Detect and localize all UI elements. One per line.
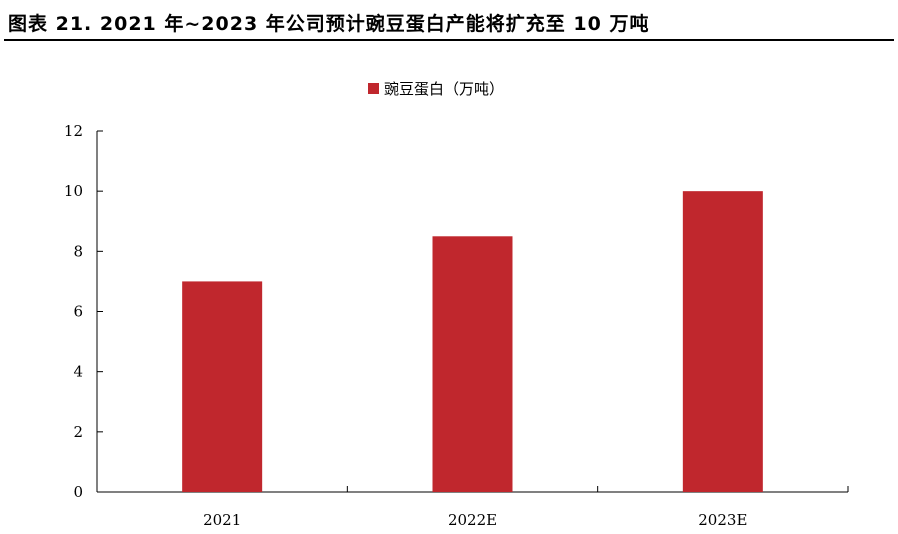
title-divider	[4, 39, 894, 41]
figure-title: 图表 21. 2021 年~2023 年公司预计豌豆蛋白产能将扩充至 10 万吨	[8, 13, 650, 35]
y-tick-label: 12	[64, 122, 83, 140]
y-tick-label: 8	[73, 242, 83, 260]
x-tick-label: 2022E	[448, 511, 497, 529]
bar-2023e	[682, 191, 763, 492]
y-tick-label: 2	[73, 423, 83, 441]
chart-legend: 豌豆蛋白（万吨）	[368, 80, 504, 98]
chart-bars	[182, 191, 763, 492]
legend-swatch	[368, 83, 379, 94]
y-tick-label: 0	[73, 483, 83, 501]
x-tick-label: 2021	[203, 511, 241, 529]
legend-label: 豌豆蛋白（万吨）	[384, 80, 504, 98]
bar-2022e	[432, 236, 513, 492]
x-tick-label: 2023E	[698, 511, 747, 529]
bar-2021	[182, 281, 263, 492]
y-tick-label: 6	[73, 303, 83, 321]
chart-tick-labels: 0 2 4 6 8 10 12 2021 2022E 2023E	[64, 122, 747, 529]
y-tick-label: 10	[64, 182, 83, 200]
y-tick-label: 4	[73, 363, 83, 381]
